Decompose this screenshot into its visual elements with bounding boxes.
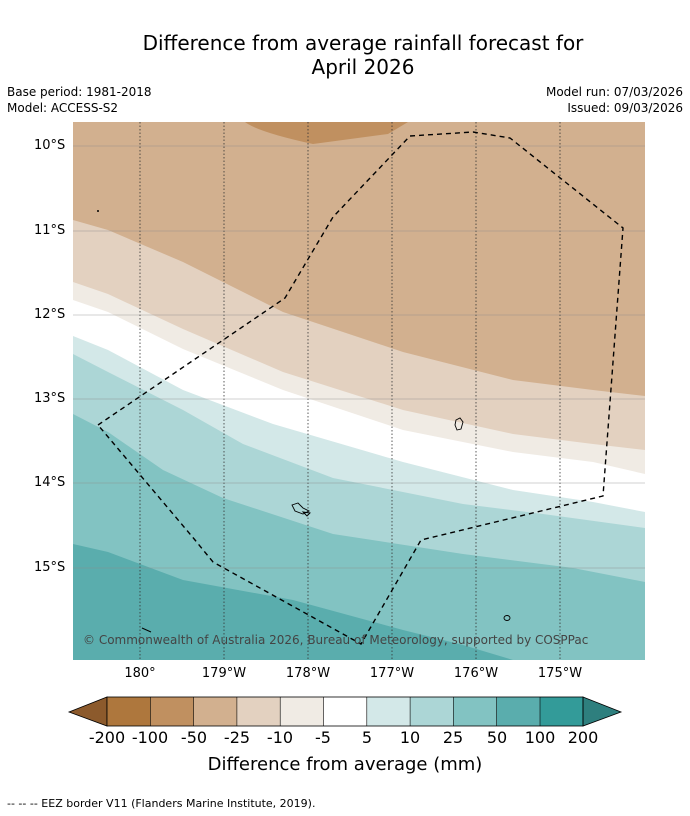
colorbar-swatch — [280, 697, 324, 726]
colorbar-tick: -50 — [180, 728, 208, 747]
colorbar-swatch — [540, 697, 583, 726]
map-canvas — [73, 122, 645, 660]
lat-label-13s: 13°S — [34, 391, 66, 406]
island — [97, 210, 99, 212]
colorbar-tick: -5 — [315, 728, 331, 747]
island — [141, 627, 152, 633]
colorbar-tick: -200 — [88, 728, 126, 747]
island — [454, 417, 464, 431]
colorbar-swatch — [193, 697, 237, 726]
colorbar-low-extension — [67, 696, 108, 727]
colorbar-outline — [106, 696, 584, 727]
colorbar-swatch — [496, 697, 540, 726]
meta-right: Model run: 07/03/2026 Issued: 09/03/2026 — [546, 84, 683, 116]
colorbar-swatch — [150, 697, 194, 726]
lat-label-11s: 11°S — [34, 223, 66, 238]
chart-title: Difference from average rainfall forecas… — [0, 31, 690, 79]
colorbar-tick: -25 — [223, 728, 251, 747]
lat-label-12s: 12°S — [34, 307, 66, 322]
graticule-parallels — [73, 145, 645, 569]
colorbar-swatch — [366, 697, 411, 726]
colorbar-tick: 200 — [567, 728, 599, 747]
lon-label-175w: 175°W — [537, 666, 583, 681]
model-name: Model: ACCESS-S2 — [7, 101, 119, 115]
colorbar-dividers — [150, 697, 541, 726]
colorbar-swatch — [410, 697, 454, 726]
lat-label-15s: 15°S — [34, 560, 66, 575]
colorbar-swatch — [453, 697, 497, 726]
base-period: Base period: 1981-2018 — [7, 85, 152, 99]
graticule-meridians — [139, 122, 561, 660]
lon-label-180: 180° — [124, 666, 156, 681]
band-n100-n50 — [245, 122, 408, 144]
rainfall-map — [73, 122, 645, 660]
colorbar-tick: -100 — [131, 728, 169, 747]
meta-left: Base period: 1981-2018 Model: ACCESS-S2 — [7, 84, 152, 116]
colorbar-high-extension — [582, 696, 623, 727]
colorbar-tick: 5 — [361, 728, 373, 747]
colorbar-tick: 100 — [524, 728, 556, 747]
title-line-1: Difference from average rainfall forecas… — [142, 31, 584, 55]
copyright-notice: © Commonwealth of Australia 2026, Bureau… — [83, 633, 589, 647]
issued-date: Issued: 09/03/2026 — [567, 101, 683, 115]
island — [291, 502, 311, 515]
colorbar-tick: -10 — [266, 728, 294, 747]
model-run: Model run: 07/03/2026 — [545, 85, 683, 99]
colorbar-tick: 25 — [442, 728, 464, 747]
eez-border — [96, 131, 624, 645]
island — [503, 615, 511, 621]
colorbar-swatch — [107, 697, 151, 726]
lat-label-10s: 10°S — [34, 138, 66, 153]
island — [301, 511, 311, 517]
colorbar-swatch — [236, 697, 281, 726]
lon-label-176w: 176°W — [453, 666, 499, 681]
lon-label-179w: 179°W — [201, 666, 247, 681]
title-line-2: April 2026 — [311, 55, 415, 79]
band-p50-100 — [73, 544, 513, 660]
colorbar-title: Difference from average (mm) — [207, 754, 483, 775]
lat-label-14s: 14°S — [34, 475, 66, 490]
colorbar — [67, 696, 623, 727]
colorbar-swatch — [323, 697, 367, 726]
lon-label-177w: 177°W — [369, 666, 415, 681]
lon-label-178w: 178°W — [285, 666, 331, 681]
colorbar-tick: 10 — [399, 728, 421, 747]
colorbar-tick: 50 — [486, 728, 508, 747]
eez-footnote: -- -- -- EEZ border V11 (Flanders Marine… — [7, 797, 316, 810]
